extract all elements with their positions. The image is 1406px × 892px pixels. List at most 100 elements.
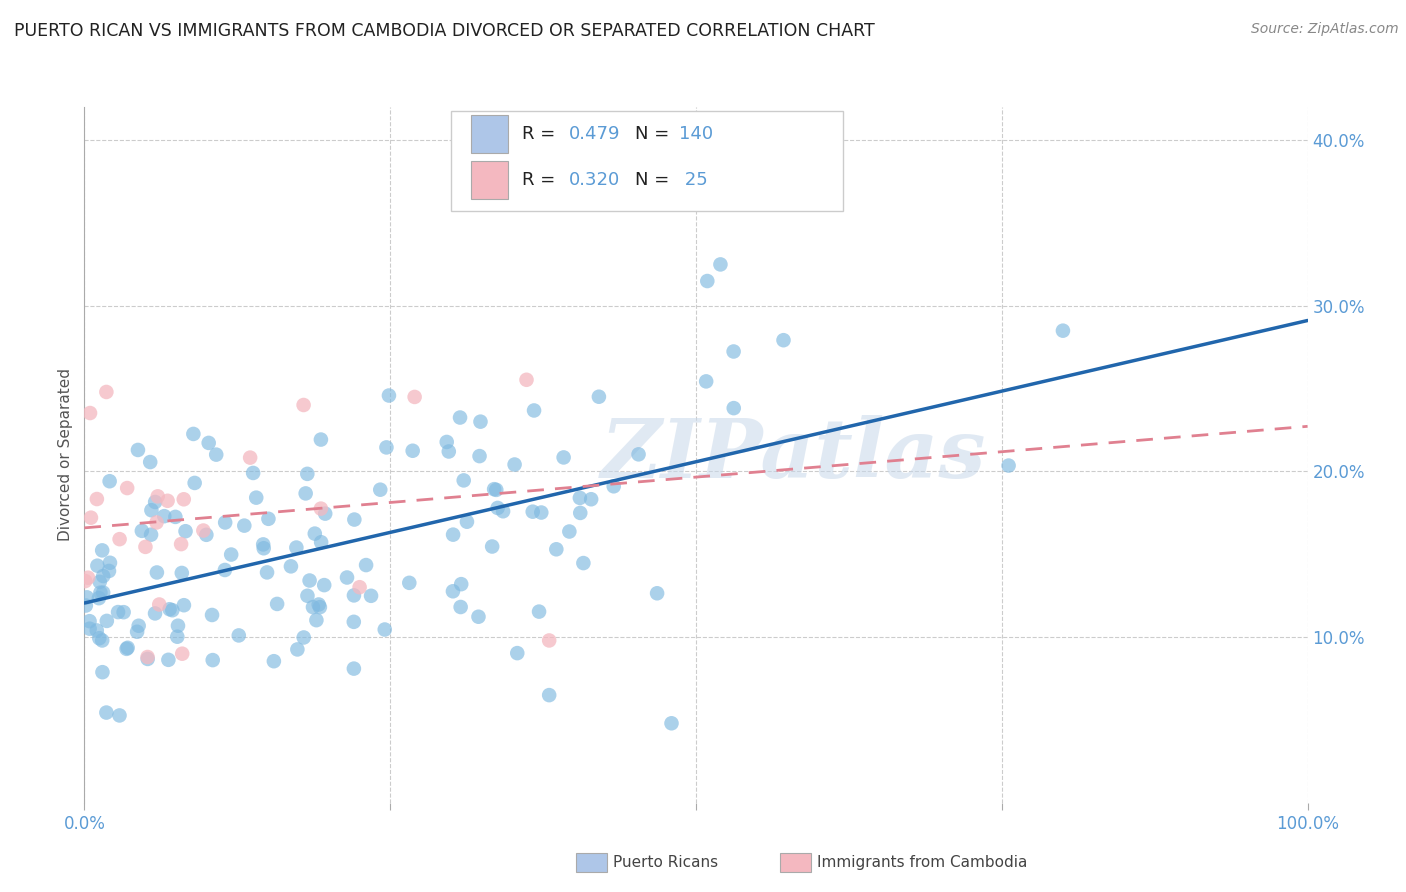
FancyBboxPatch shape <box>451 111 842 211</box>
Point <box>91 543 114 558</box>
Text: Source: ZipAtlas.com: Source: ZipAtlas.com <box>1251 22 1399 37</box>
Point <box>128 619 150 633</box>
Point <box>127 442 149 457</box>
Point <box>309 433 332 447</box>
Point <box>79 406 101 420</box>
Point <box>287 642 309 657</box>
Point <box>309 535 332 549</box>
Point <box>96 384 118 399</box>
Point <box>437 444 460 458</box>
Point <box>468 449 491 463</box>
Point <box>162 603 184 617</box>
Point <box>91 585 114 599</box>
Point <box>772 333 794 347</box>
Point <box>298 574 321 588</box>
Text: Immigrants from Cambodia: Immigrants from Cambodia <box>817 855 1028 870</box>
Point <box>588 390 610 404</box>
Text: 140: 140 <box>679 125 713 143</box>
Point <box>75 599 97 613</box>
Point <box>375 441 398 455</box>
Point <box>503 458 526 472</box>
Point <box>523 403 546 417</box>
Point <box>146 566 169 580</box>
Point <box>139 455 162 469</box>
Y-axis label: Divorced or Separated: Divorced or Separated <box>58 368 73 541</box>
Point <box>292 631 315 645</box>
Point <box>456 515 478 529</box>
Point <box>695 375 717 389</box>
Point <box>343 662 366 676</box>
Point <box>86 558 108 573</box>
Point <box>80 510 103 524</box>
Point <box>136 650 159 665</box>
Text: R =: R = <box>522 171 561 189</box>
Text: 0.479: 0.479 <box>569 125 620 143</box>
Point <box>245 491 267 505</box>
Point <box>436 434 458 449</box>
Point <box>153 509 176 524</box>
Point <box>485 483 508 497</box>
Point <box>297 589 319 603</box>
Point <box>305 613 328 627</box>
Point <box>530 506 553 520</box>
Point <box>115 641 138 656</box>
Point <box>148 598 170 612</box>
Point <box>360 589 382 603</box>
Point <box>165 509 187 524</box>
Point <box>602 479 624 493</box>
Point <box>280 559 302 574</box>
Point <box>91 569 114 583</box>
Point <box>108 532 131 546</box>
Point <box>205 448 228 462</box>
Point <box>156 493 179 508</box>
Point <box>343 588 366 602</box>
Point <box>86 624 108 638</box>
Point <box>568 491 591 505</box>
Point <box>107 605 129 619</box>
Point <box>79 614 101 628</box>
Text: PUERTO RICAN VS IMMIGRANTS FROM CAMBODIA DIVORCED OR SEPARATED CORRELATION CHART: PUERTO RICAN VS IMMIGRANTS FROM CAMBODIA… <box>14 22 875 40</box>
Point <box>228 628 250 642</box>
Point <box>515 373 537 387</box>
Point <box>450 599 472 614</box>
Point <box>398 575 420 590</box>
Point <box>253 541 276 556</box>
Point <box>98 564 121 578</box>
Point <box>195 528 218 542</box>
Text: N =: N = <box>636 125 675 143</box>
Point <box>174 524 197 539</box>
Point <box>627 447 650 461</box>
Point <box>486 500 509 515</box>
Point <box>96 706 118 720</box>
Point <box>197 436 219 450</box>
Point <box>441 527 464 541</box>
Point <box>233 518 256 533</box>
Point <box>572 556 595 570</box>
Point <box>404 390 426 404</box>
Point <box>343 615 366 629</box>
Point <box>170 537 193 551</box>
Point <box>257 512 280 526</box>
Point <box>482 482 505 496</box>
Point <box>378 388 401 402</box>
Point <box>314 507 336 521</box>
Bar <box>471 161 508 199</box>
Point <box>546 542 568 557</box>
Point <box>146 489 169 503</box>
Point <box>141 503 163 517</box>
Point <box>127 624 149 639</box>
Point <box>117 640 139 655</box>
Point <box>173 598 195 612</box>
Point <box>91 633 114 648</box>
Point <box>170 566 193 580</box>
Point <box>538 633 561 648</box>
Point <box>87 591 110 606</box>
Point <box>77 571 100 585</box>
Point <box>167 618 190 632</box>
Point <box>75 574 97 588</box>
Point <box>263 654 285 668</box>
Point <box>302 600 325 615</box>
Point <box>723 344 745 359</box>
Point <box>166 630 188 644</box>
Point <box>136 652 159 666</box>
